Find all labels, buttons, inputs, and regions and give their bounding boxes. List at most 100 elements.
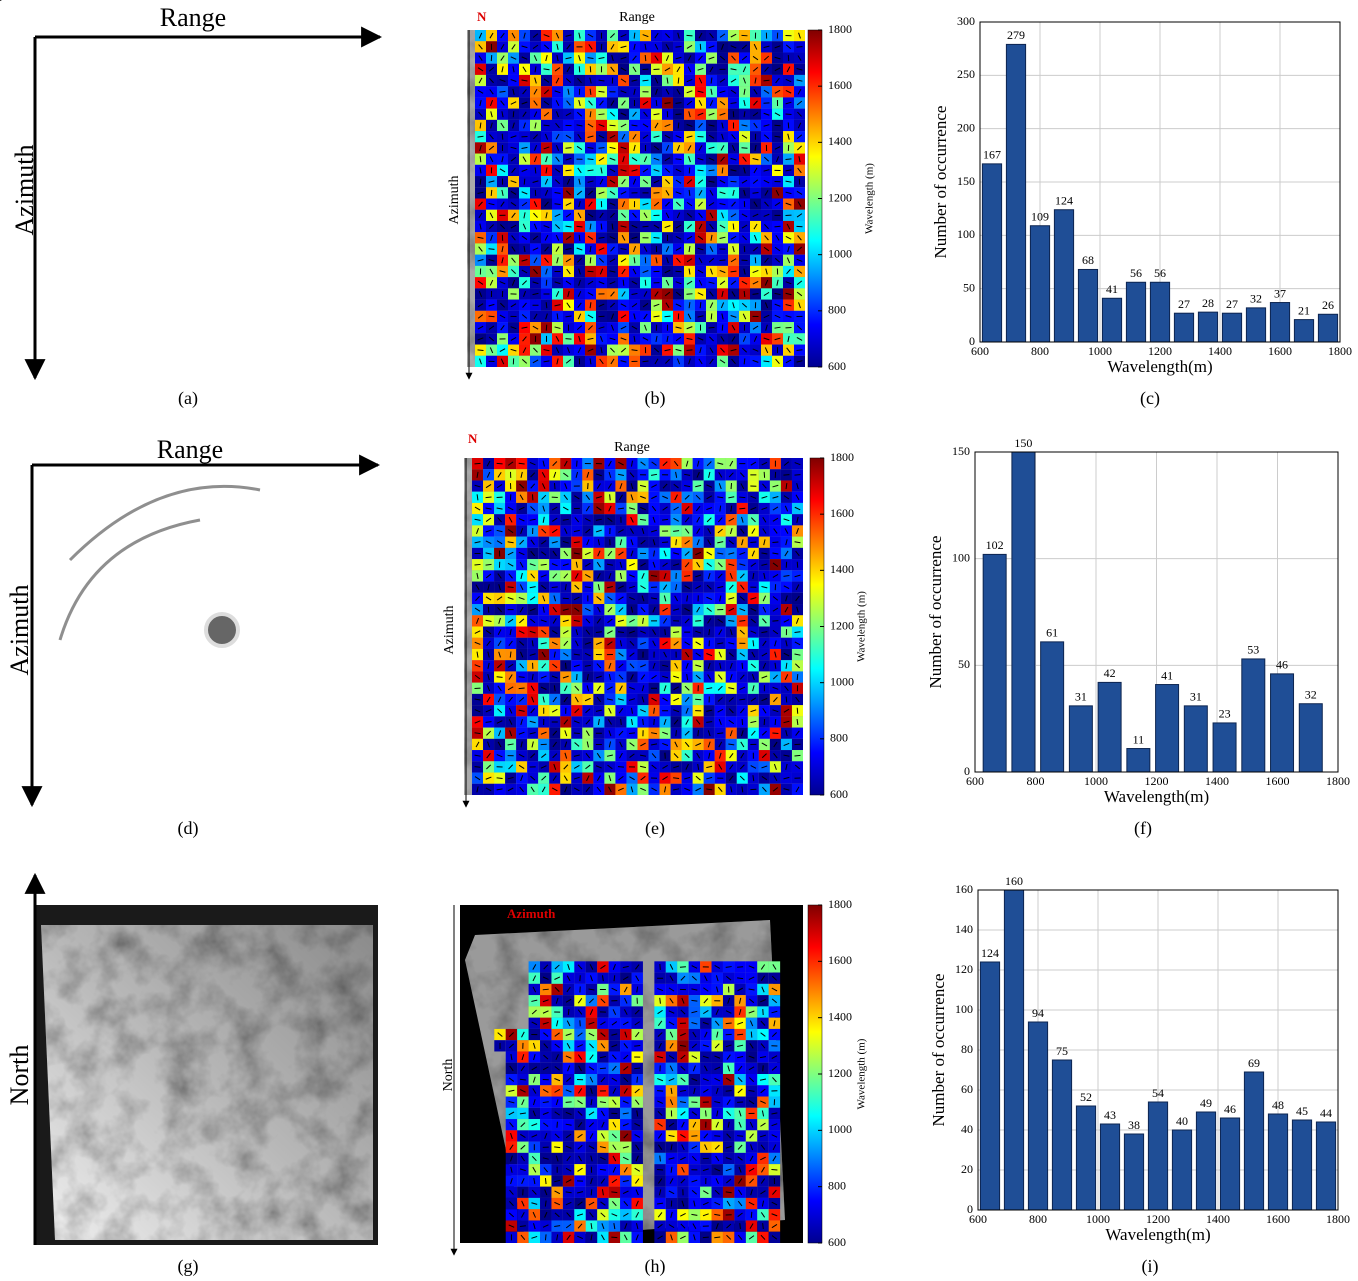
direction (764, 361, 770, 362)
value-label: 49 (1200, 1096, 1212, 1110)
direction (764, 80, 770, 81)
y-axis-label: Number of occurrence (929, 974, 948, 1127)
x-tick-label: 1800 (1326, 774, 1350, 788)
direction (709, 327, 715, 328)
value-label: 31 (1075, 690, 1087, 704)
bar (1030, 226, 1049, 342)
direction (711, 313, 712, 319)
direction (524, 179, 525, 185)
value-label: 56 (1130, 266, 1142, 280)
direction (797, 674, 798, 680)
value-label: 53 (1247, 643, 1259, 657)
x-tick-label: 800 (1027, 774, 1045, 788)
bar (1078, 269, 1097, 342)
direction (600, 1068, 606, 1069)
value-label: 45 (1296, 1104, 1308, 1118)
direction (695, 621, 701, 622)
y-tick-label: 50 (963, 280, 975, 294)
value-label: 26 (1322, 298, 1334, 312)
colorbar-tick-label: 1400 (828, 1009, 852, 1023)
direction (486, 497, 492, 498)
bar (1294, 320, 1313, 342)
direction (665, 103, 671, 104)
direction (623, 280, 624, 286)
direction (480, 156, 481, 162)
y-tick-label: 60 (961, 1082, 973, 1096)
direction (634, 33, 635, 39)
direction (554, 483, 555, 489)
y-tick-label: 140 (955, 922, 973, 936)
direction (545, 1178, 546, 1184)
direction (566, 148, 572, 149)
direction (513, 111, 514, 117)
panel-label: (c) (1140, 388, 1160, 409)
bar (1270, 303, 1289, 342)
value-label: 37 (1274, 286, 1286, 300)
colorbar-tick-label: 600 (830, 787, 848, 801)
x-axis-label: Wavelength(m) (1105, 1225, 1210, 1244)
wavelength-grid (472, 458, 803, 795)
bar (1028, 1022, 1047, 1210)
y-tick-label: 120 (955, 962, 973, 976)
panel-label: (f) (1134, 818, 1152, 839)
y-tick-label: 200 (957, 120, 975, 134)
bar (982, 164, 1001, 342)
value-label: 11 (1133, 732, 1145, 746)
direction (634, 1046, 640, 1047)
direction (519, 463, 525, 464)
direction (714, 1237, 720, 1238)
direction (751, 1032, 752, 1038)
direction (565, 663, 566, 669)
x-tick-label: 600 (966, 774, 984, 788)
bar (1102, 298, 1121, 342)
direction (772, 621, 778, 622)
direction (795, 755, 801, 756)
bar (1098, 682, 1121, 772)
direction (519, 677, 525, 678)
direction (552, 587, 558, 588)
value-label: 102 (986, 538, 1004, 552)
direction (684, 576, 690, 577)
direction (705, 1110, 706, 1116)
direction (698, 730, 699, 736)
x-axis-label: Wavelength(m) (1104, 787, 1209, 806)
direction (588, 271, 594, 272)
direction (610, 494, 611, 500)
wavelength-grid (475, 30, 805, 367)
direction (676, 730, 677, 736)
bar (1246, 308, 1265, 342)
bar (1292, 1120, 1311, 1210)
value-label: 109 (1031, 209, 1049, 223)
axis-label: Azimuth (447, 176, 462, 225)
direction (579, 66, 580, 72)
bar (1069, 706, 1092, 772)
direction (543, 989, 549, 990)
bar (1172, 1130, 1191, 1210)
direction (654, 719, 655, 725)
direction (656, 100, 657, 106)
value-label: 75 (1056, 1044, 1068, 1058)
sar-image (41, 925, 373, 1240)
bar (1198, 312, 1217, 342)
bar (1100, 1124, 1119, 1210)
direction (637, 1077, 638, 1083)
value-label: 28 (1202, 296, 1214, 310)
bar (1299, 704, 1322, 772)
x-tick-label: 1200 (1145, 774, 1169, 788)
colorbar-tick-label: 600 (828, 359, 846, 373)
direction (574, 733, 580, 734)
direction (657, 1091, 663, 1092)
y-tick-label: 100 (957, 227, 975, 241)
direction (698, 170, 704, 171)
bar (1054, 210, 1073, 342)
value-label: 54 (1152, 1086, 1164, 1100)
colorbar-tick-label: 1600 (828, 953, 852, 967)
colorbar-tick-label: 1200 (830, 618, 854, 632)
bar (1041, 642, 1064, 772)
bar (1012, 452, 1035, 772)
direction (596, 632, 602, 633)
value-label: 38 (1128, 1118, 1140, 1132)
bar (1156, 685, 1179, 772)
bar (1242, 659, 1265, 772)
